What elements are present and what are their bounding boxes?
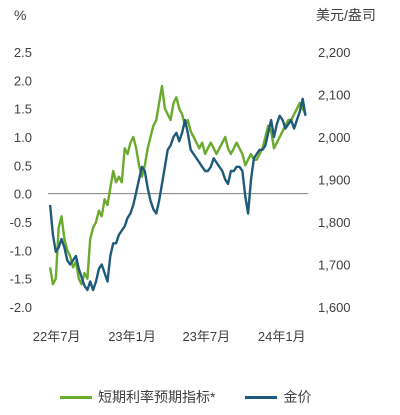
x-tick-label: 22年7月: [33, 329, 81, 344]
right-tick-label: 2,200: [318, 45, 351, 60]
right-tick-label: 2,000: [318, 130, 351, 145]
legend-label-gold: 金价: [283, 389, 312, 405]
right-tick-label: 1,600: [318, 300, 351, 315]
x-tick-label: 23年7月: [182, 329, 230, 344]
right-axis-unit: 美元/盎司: [316, 7, 376, 23]
legend-label-short-rate: 短期利率预期指标*: [98, 389, 216, 405]
x-tick-label: 24年1月: [258, 329, 306, 344]
left-tick-label: -0.5: [10, 215, 32, 230]
series-line-short-rate: [48, 84, 307, 286]
right-tick-label: 1,700: [318, 258, 351, 273]
right-tick-label: 1,800: [318, 215, 351, 230]
left-tick-label: 2.0: [14, 73, 32, 88]
left-tick-label: 0.5: [14, 158, 32, 173]
legend-item-gold: 金价: [245, 387, 311, 407]
legend: 短期利率预期指标* 金价: [60, 386, 380, 408]
legend-swatch-gold: [245, 395, 278, 399]
series-layer: [48, 84, 307, 292]
right-tick-label: 1,900: [318, 173, 351, 188]
legend-item-short-rate: 短期利率预期指标*: [60, 387, 215, 407]
left-axis-ticks: 2.5 2.0 1.5 1.0 0.5 0.0 -0.5 -1.0 -1.5 -2.0: [10, 45, 32, 315]
left-tick-label: 1.0: [14, 130, 32, 145]
right-tick-label: 2,100: [318, 88, 351, 103]
left-tick-label: 0.0: [14, 187, 32, 202]
x-axis-ticks: 22年7月 23年1月 23年7月 24年1月: [33, 329, 306, 344]
left-tick-label: 2.5: [14, 45, 32, 60]
left-tick-label: -1.0: [10, 243, 32, 258]
left-axis-unit: %: [14, 7, 26, 23]
left-tick-label: -1.5: [10, 272, 32, 287]
legend-swatch-short-rate: [60, 395, 92, 399]
left-tick-label: 1.5: [14, 102, 32, 117]
right-axis-ticks: 2,200 2,100 2,000 1,900 1,800 1,700 1,600: [318, 45, 351, 315]
left-tick-label: -2.0: [10, 300, 32, 315]
series-line-gold: [48, 97, 307, 292]
x-tick-label: 23年1月: [108, 329, 156, 344]
